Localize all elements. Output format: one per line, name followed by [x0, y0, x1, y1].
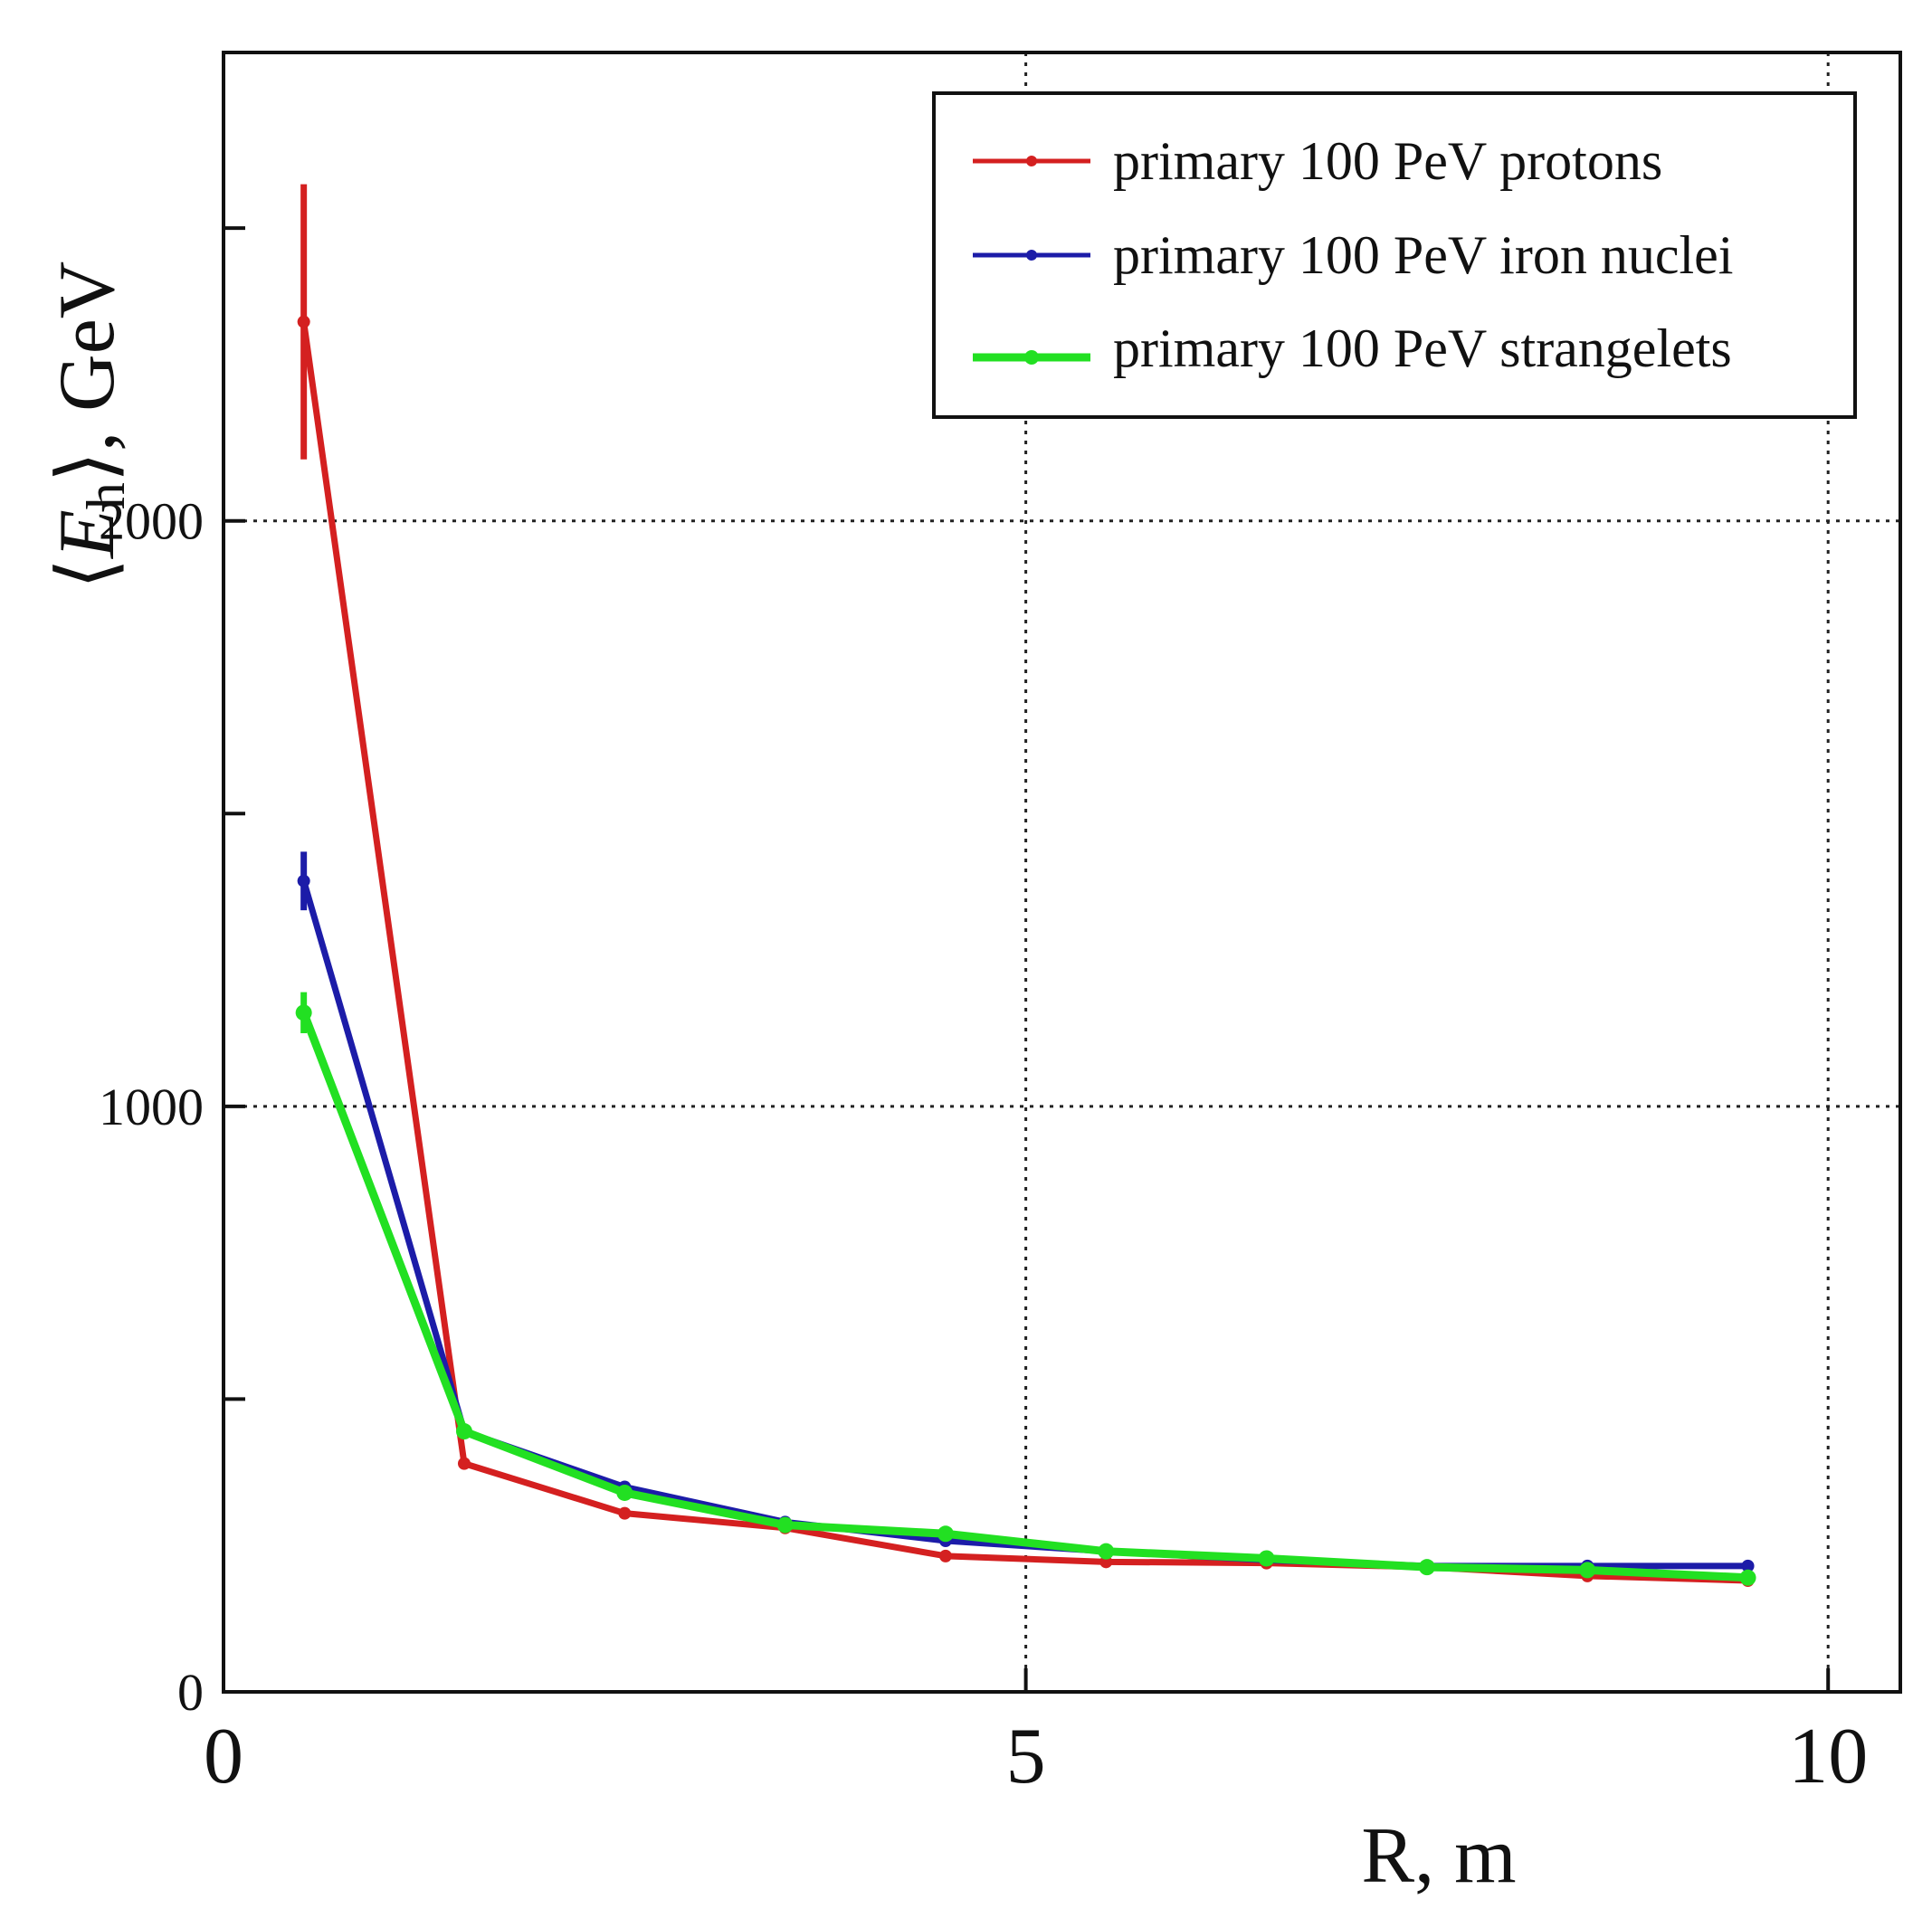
plot-frame: [222, 51, 1902, 1694]
data-point: [295, 1004, 312, 1021]
series-line: [300, 1008, 1753, 1582]
x-tick-label: 10: [1788, 1713, 1868, 1800]
legend-marker-protons: [1026, 156, 1037, 166]
data-point: [455, 1423, 472, 1440]
series-line: [300, 878, 1752, 1570]
data-point: [776, 1516, 794, 1534]
legend-marker-strangelets: [1024, 350, 1039, 365]
y-tick-label: 1000: [99, 1078, 204, 1136]
legend-item-strangelets: primary 100 PeV strangelets: [973, 318, 1732, 378]
data-point: [616, 1484, 633, 1501]
data-point: [1418, 1559, 1435, 1576]
data-point: [938, 1549, 952, 1562]
legend-label-protons: primary 100 PeV protons: [1113, 131, 1662, 191]
legend-label-iron-nuclei: primary 100 PeV iron nuclei: [1113, 225, 1733, 285]
x-axis-ticks: 0 5 10: [204, 1668, 1868, 1800]
data-series: [295, 184, 1756, 1588]
data-point: [618, 1506, 632, 1520]
data-point: [297, 315, 310, 328]
data-point: [297, 874, 310, 888]
x-tick-label: 0: [204, 1713, 243, 1800]
y-axis-ticks: 0 1000 2000: [99, 226, 245, 1722]
grid-lines: [224, 52, 1900, 1692]
y-axis-title: ⟨Eh⟩, GeV: [43, 261, 136, 590]
legend-item-protons: primary 100 PeV protons: [973, 131, 1662, 191]
series-primary-100-pev-strangelets: [295, 992, 1756, 1586]
y-tick-label: 2000: [99, 492, 204, 551]
data-point: [937, 1525, 954, 1543]
legend-marker-iron-nuclei: [1026, 250, 1037, 261]
legend-item-iron-nuclei: primary 100 PeV iron nuclei: [973, 225, 1733, 285]
x-axis-title: R, m: [1361, 1812, 1516, 1900]
data-point: [1258, 1550, 1275, 1567]
data-point: [1741, 1559, 1755, 1572]
x-tick-label: 5: [1006, 1713, 1046, 1800]
data-point: [1579, 1562, 1596, 1579]
data-point: [1098, 1543, 1115, 1560]
y-tick-label: 0: [177, 1663, 204, 1722]
data-point: [457, 1457, 471, 1470]
data-point: [1739, 1569, 1756, 1586]
legend: primary 100 PeV protons primary 100 PeV …: [932, 91, 1857, 419]
legend-label-strangelets: primary 100 PeV strangelets: [1113, 318, 1732, 378]
